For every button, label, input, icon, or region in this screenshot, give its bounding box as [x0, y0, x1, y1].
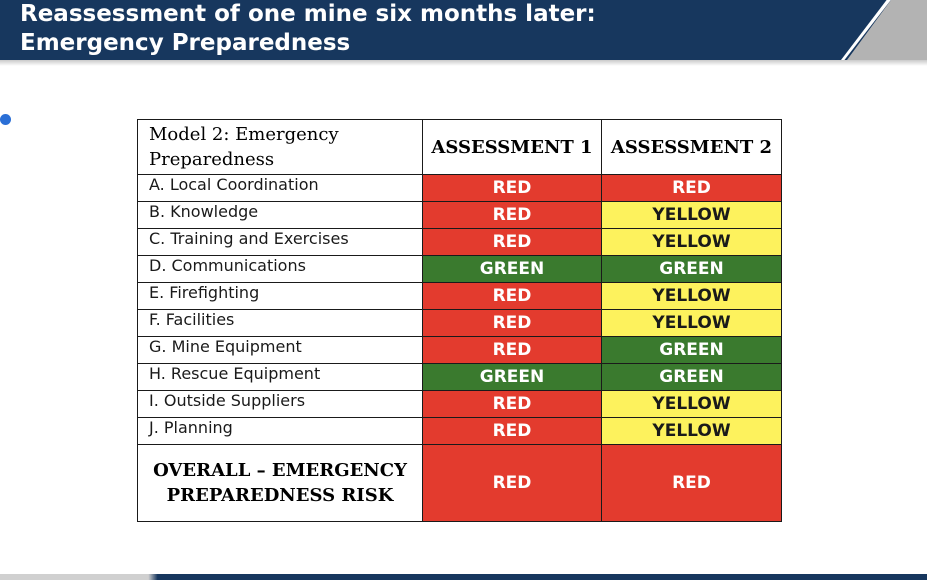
row-label: B. Knowledge [137, 201, 423, 229]
status-cell-assessment-1: RED [422, 282, 602, 310]
slide-title-line1: Reassessment of one mine six months late… [20, 1, 596, 27]
header-shadow [0, 60, 927, 66]
header-assessment-2: ASSESSMENT 2 [601, 119, 782, 175]
status-cell-assessment-2: YELLOW [601, 309, 782, 337]
table-row: H. Rescue Equipment GREEN GREEN [137, 363, 782, 391]
row-label: F. Facilities [137, 309, 423, 337]
status-cell-assessment-1: GREEN [422, 363, 602, 391]
row-label: A. Local Coordination [137, 174, 423, 202]
status-cell-assessment-2: GREEN [601, 363, 782, 391]
footer-bar [0, 574, 927, 580]
status-cell-assessment-1: RED [422, 228, 602, 256]
status-cell-assessment-2: YELLOW [601, 390, 782, 418]
row-label: J. Planning [137, 417, 423, 445]
table-header-row: Model 2: Emergency Preparedness ASSESSME… [137, 119, 782, 175]
overall-row: OVERALL – EMERGENCY PREPAREDNESS RISK RE… [137, 444, 782, 522]
table-row: F. Facilities RED YELLOW [137, 309, 782, 337]
overall-label: OVERALL – EMERGENCY PREPAREDNESS RISK [137, 444, 423, 522]
header-model: Model 2: Emergency Preparedness [137, 119, 423, 175]
table-row: B. Knowledge RED YELLOW [137, 201, 782, 229]
slide-header: Reassessment of one mine six months late… [0, 0, 927, 60]
status-cell-assessment-1: RED [422, 201, 602, 229]
status-cell-assessment-2: YELLOW [601, 228, 782, 256]
overall-assessment-1: RED [422, 444, 602, 522]
table-row: A. Local Coordination RED RED [137, 174, 782, 202]
header-corner-shape [847, 0, 927, 60]
status-cell-assessment-1: RED [422, 390, 602, 418]
table-body: A. Local Coordination RED RED B. Knowledge R… [137, 174, 782, 445]
overall-assessment-2: RED [601, 444, 782, 522]
status-cell-assessment-1: RED [422, 417, 602, 445]
row-label: G. Mine Equipment [137, 336, 423, 364]
table-row: C. Training and Exercises RED YELLOW [137, 228, 782, 256]
status-cell-assessment-1: RED [422, 336, 602, 364]
slide-title: Reassessment of one mine six months late… [20, 0, 596, 58]
status-cell-assessment-2: YELLOW [601, 201, 782, 229]
table-row: J. Planning RED YELLOW [137, 417, 782, 445]
table-row: E. Firefighting RED YELLOW [137, 282, 782, 310]
row-label: H. Rescue Equipment [137, 363, 423, 391]
table-row: I. Outside Suppliers RED YELLOW [137, 390, 782, 418]
row-label: E. Firefighting [137, 282, 423, 310]
status-cell-assessment-2: GREEN [601, 255, 782, 283]
status-cell-assessment-1: RED [422, 174, 602, 202]
header-assessment-1: ASSESSMENT 1 [422, 119, 602, 175]
status-cell-assessment-1: RED [422, 309, 602, 337]
status-cell-assessment-2: YELLOW [601, 282, 782, 310]
status-cell-assessment-1: GREEN [422, 255, 602, 283]
status-cell-assessment-2: RED [601, 174, 782, 202]
status-cell-assessment-2: GREEN [601, 336, 782, 364]
row-label: D. Communications [137, 255, 423, 283]
row-label: C. Training and Exercises [137, 228, 423, 256]
status-cell-assessment-2: YELLOW [601, 417, 782, 445]
slide-title-line2: Emergency Preparedness [20, 30, 351, 56]
table-row: D. Communications GREEN GREEN [137, 255, 782, 283]
bullet-icon [0, 114, 11, 125]
row-label: I. Outside Suppliers [137, 390, 423, 418]
assessment-table: Model 2: Emergency Preparedness ASSESSME… [137, 119, 782, 522]
table-row: G. Mine Equipment RED GREEN [137, 336, 782, 364]
